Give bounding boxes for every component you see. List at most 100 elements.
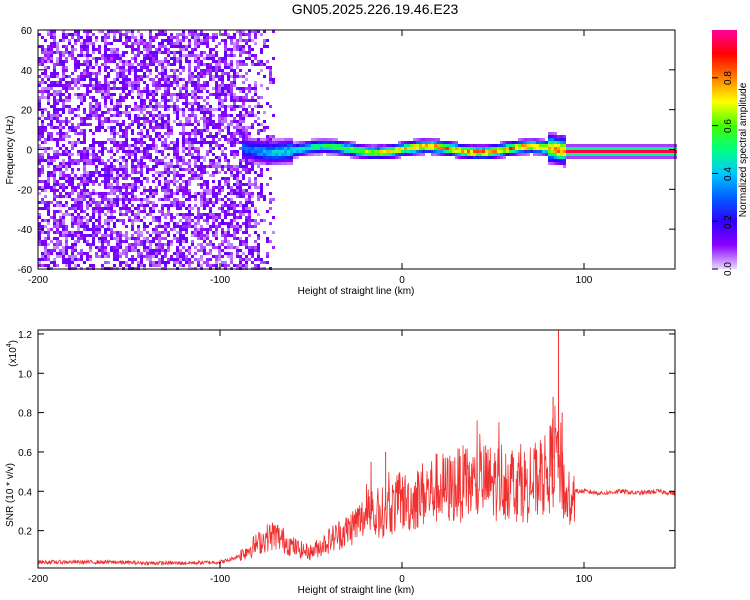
heatmap-cell (245, 93, 248, 96)
heatmap-cell (119, 114, 122, 117)
heatmap-cell (173, 141, 176, 144)
heatmap-cell (221, 240, 224, 243)
heatmap-cell (230, 69, 233, 72)
heatmap-cell (107, 171, 110, 174)
heatmap-cell (107, 180, 110, 183)
heatmap-cell (152, 204, 155, 207)
heatmap-cell (122, 168, 125, 171)
heatmap-cell (224, 171, 227, 174)
heatmap-cell (191, 219, 194, 222)
heatmap-cell (395, 153, 398, 156)
heatmap-cell (149, 60, 152, 63)
heatmap-cell (149, 78, 152, 81)
heatmap-cell (227, 243, 230, 246)
heatmap-cell (149, 213, 152, 216)
heatmap-cell (134, 207, 137, 210)
heatmap-cell (587, 153, 590, 156)
heatmap-cell (194, 108, 197, 111)
heatmap-cell (218, 102, 221, 105)
heatmap-cell (41, 120, 44, 123)
heatmap-cell (92, 96, 95, 99)
y-tick-label: 0.2 (18, 527, 32, 538)
heatmap-cell (101, 264, 104, 267)
heatmap-cell (65, 165, 68, 168)
heatmap-cell (83, 84, 86, 87)
heatmap-cell (389, 153, 392, 156)
heatmap-cell (167, 246, 170, 249)
heatmap-cell (149, 102, 152, 105)
heatmap-cell (131, 234, 134, 237)
heatmap-cell (194, 204, 197, 207)
heatmap-cell (137, 63, 140, 66)
heatmap-cell (59, 120, 62, 123)
heatmap-cell (164, 237, 167, 240)
heatmap-cell (143, 192, 146, 195)
heatmap-cell (203, 81, 206, 84)
heatmap-cell (200, 54, 203, 57)
heatmap-cell (173, 204, 176, 207)
heatmap-cell (59, 39, 62, 42)
heatmap-cell (104, 75, 107, 78)
heatmap-cell (602, 144, 605, 147)
heatmap-cell (83, 189, 86, 192)
heatmap-cell (533, 144, 536, 147)
heatmap-cell (215, 237, 218, 240)
heatmap-cell (257, 144, 260, 147)
heatmap-cell (134, 249, 137, 252)
heatmap-cell (119, 75, 122, 78)
heatmap-cell (47, 93, 50, 96)
heatmap-cell (104, 99, 107, 102)
heatmap-cell (95, 81, 98, 84)
heatmap-cell (89, 123, 92, 126)
heatmap-cell (68, 246, 71, 249)
heatmap-cell (206, 57, 209, 60)
heatmap-cell (539, 141, 542, 144)
heatmap-cell (335, 138, 338, 141)
heatmap-cell (209, 243, 212, 246)
heatmap-cell (137, 216, 140, 219)
heatmap-cell (125, 36, 128, 39)
heatmap-cell (50, 186, 53, 189)
heatmap-cell (560, 156, 563, 159)
heatmap-cell (164, 72, 167, 75)
heatmap-cell (395, 150, 398, 153)
heatmap-cell (113, 57, 116, 60)
heatmap-cell (149, 156, 152, 159)
heatmap-cell (62, 102, 65, 105)
heatmap-cell (206, 141, 209, 144)
heatmap-cell (206, 111, 209, 114)
heatmap-cell (143, 66, 146, 69)
heatmap-cell (65, 51, 68, 54)
heatmap-cell (203, 171, 206, 174)
heatmap-cell (329, 150, 332, 153)
heatmap-cell (125, 144, 128, 147)
heatmap-cell (98, 84, 101, 87)
heatmap-cell (170, 96, 173, 99)
heatmap-cell (506, 153, 509, 156)
heatmap-cell (98, 201, 101, 204)
heatmap-cell (230, 186, 233, 189)
heatmap-cell (140, 102, 143, 105)
heatmap-cell (149, 222, 152, 225)
heatmap-cell (257, 252, 260, 255)
heatmap-cell (242, 33, 245, 36)
heatmap-cell (95, 87, 98, 90)
heatmap-cell (161, 210, 164, 213)
heatmap-cell (89, 159, 92, 162)
heatmap-cell (248, 192, 251, 195)
heatmap-cell (200, 162, 203, 165)
heatmap-cell (536, 141, 539, 144)
heatmap-cell (209, 132, 212, 135)
heatmap-cell (242, 129, 245, 132)
heatmap-cell (62, 45, 65, 48)
heatmap-cell (287, 153, 290, 156)
heatmap-cell (206, 165, 209, 168)
heatmap-cell (65, 192, 68, 195)
heatmap-cell (158, 138, 161, 141)
heatmap-cell (557, 147, 560, 150)
heatmap-cell (53, 264, 56, 267)
heatmap-cell (44, 48, 47, 51)
heatmap-cell (224, 96, 227, 99)
heatmap-cell (68, 39, 71, 42)
heatmap-cell (152, 84, 155, 87)
